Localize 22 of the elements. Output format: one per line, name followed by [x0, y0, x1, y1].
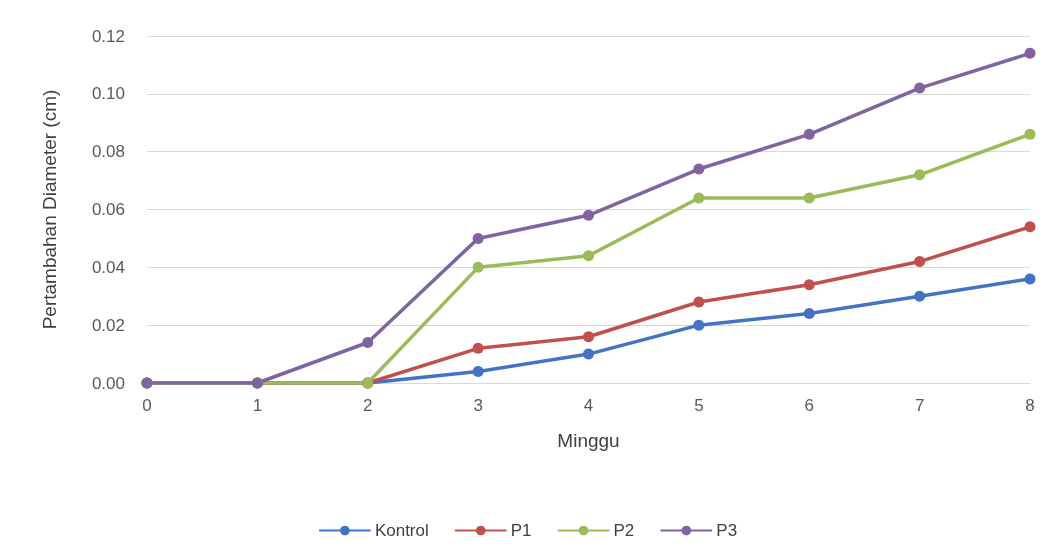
- y-tick-label: 0.08: [91, 142, 125, 162]
- legend-label: P2: [613, 521, 635, 540]
- x-tick-label: 8: [1025, 396, 1035, 415]
- y-axis-title: Pertambahan Diameter (cm): [39, 89, 60, 330]
- y-tick-label: 0.06: [91, 200, 125, 219]
- y-tick-label: 0.00: [91, 373, 125, 393]
- x-tick-label: 5: [694, 396, 704, 415]
- x-tick-label: 4: [583, 396, 594, 415]
- legend-label: P3: [716, 521, 738, 540]
- x-tick-label: 7: [914, 396, 925, 415]
- x-tick-label: 2: [363, 396, 373, 415]
- legend-label: P1: [510, 521, 532, 540]
- y-tick-label: 0.10: [91, 84, 125, 104]
- x-tick-label: 1: [252, 396, 263, 415]
- x-tick-label: 0: [142, 396, 152, 415]
- y-tick-label: 0.12: [91, 26, 125, 46]
- legend-label: Kontrol: [374, 521, 429, 540]
- x-tick-label: 6: [804, 396, 814, 415]
- y-tick-label: 0.04: [91, 257, 125, 277]
- x-axis-title: Minggu: [557, 430, 620, 451]
- y-tick-label: 0.02: [91, 315, 125, 335]
- x-tick-label: 3: [473, 396, 483, 415]
